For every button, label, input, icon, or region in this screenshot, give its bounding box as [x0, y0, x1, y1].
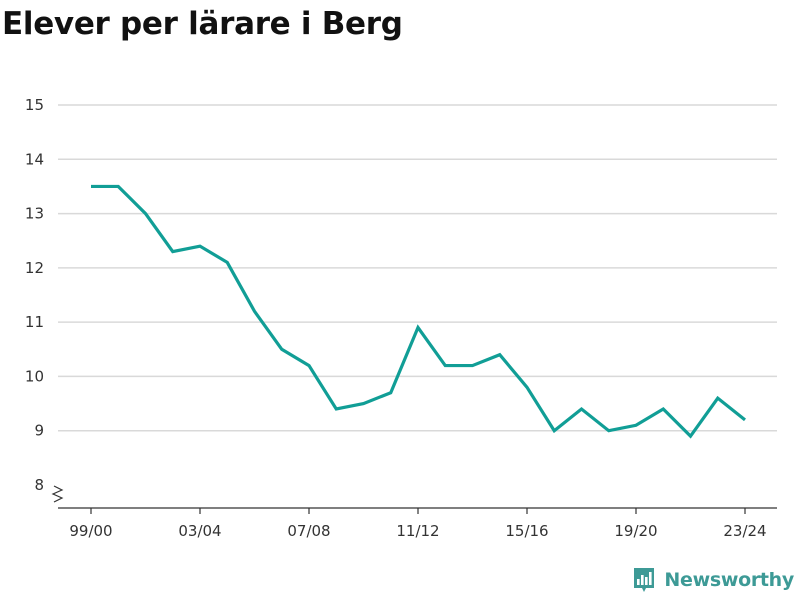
data-point: [635, 424, 638, 427]
y-tick-label: 9: [34, 422, 44, 440]
x-tick-label: 19/20: [614, 522, 657, 540]
y-tick-label: 15: [25, 96, 44, 114]
data-point: [662, 408, 665, 411]
data-point: [580, 408, 583, 411]
x-tick-label: 07/08: [287, 522, 330, 540]
data-point: [744, 418, 747, 421]
x-axis-tick-labels: 99/00 03/04 07/08 11/12 15/16 19/20 23/24: [69, 522, 766, 540]
y-axis-tick-labels: 8 9 10 11 12 13 14 15: [25, 96, 44, 494]
brand-name: Newsworthy: [664, 569, 794, 591]
data-point: [280, 348, 283, 351]
series-layer: [90, 184, 747, 439]
y-tick-label: 10: [25, 367, 44, 385]
data-point: [689, 435, 692, 438]
x-tick-label: 23/24: [723, 522, 766, 540]
x-axis: [51, 485, 777, 514]
y-tick-label: 11: [25, 313, 44, 331]
data-point: [362, 402, 365, 405]
data-point: [716, 397, 719, 400]
data-point: [498, 353, 501, 356]
data-point: [607, 429, 610, 432]
brand-logo: Newsworthy: [632, 566, 794, 594]
data-point: [308, 364, 311, 367]
newsworthy-logo-icon: [634, 568, 655, 592]
x-tick-label: 03/04: [178, 522, 221, 540]
x-tick-label: 15/16: [505, 522, 548, 540]
y-tick-label: 12: [25, 259, 44, 277]
data-point: [417, 326, 420, 329]
data-point: [389, 391, 392, 394]
data-point: [171, 250, 174, 253]
series-line: [91, 184, 746, 439]
y-tick-label: 14: [25, 150, 44, 168]
data-point: [471, 364, 474, 367]
data-point: [253, 310, 256, 313]
data-point: [335, 408, 338, 411]
data-point: [199, 245, 202, 248]
data-point: [117, 185, 120, 188]
x-tick-label: 99/00: [69, 522, 112, 540]
chart-title: Elever per lärare i Berg: [2, 6, 403, 42]
data-point: [144, 212, 147, 215]
x-tick-label: 11/12: [396, 522, 439, 540]
axis-break-icon: [51, 485, 64, 503]
data-point: [553, 429, 556, 432]
data-point: [226, 261, 229, 264]
data-point: [444, 364, 447, 367]
data-point: [526, 386, 529, 389]
data-point: [90, 185, 93, 188]
y-tick-label: 13: [25, 205, 44, 223]
y-tick-label: 8: [34, 476, 44, 494]
gridlines: [58, 104, 777, 432]
